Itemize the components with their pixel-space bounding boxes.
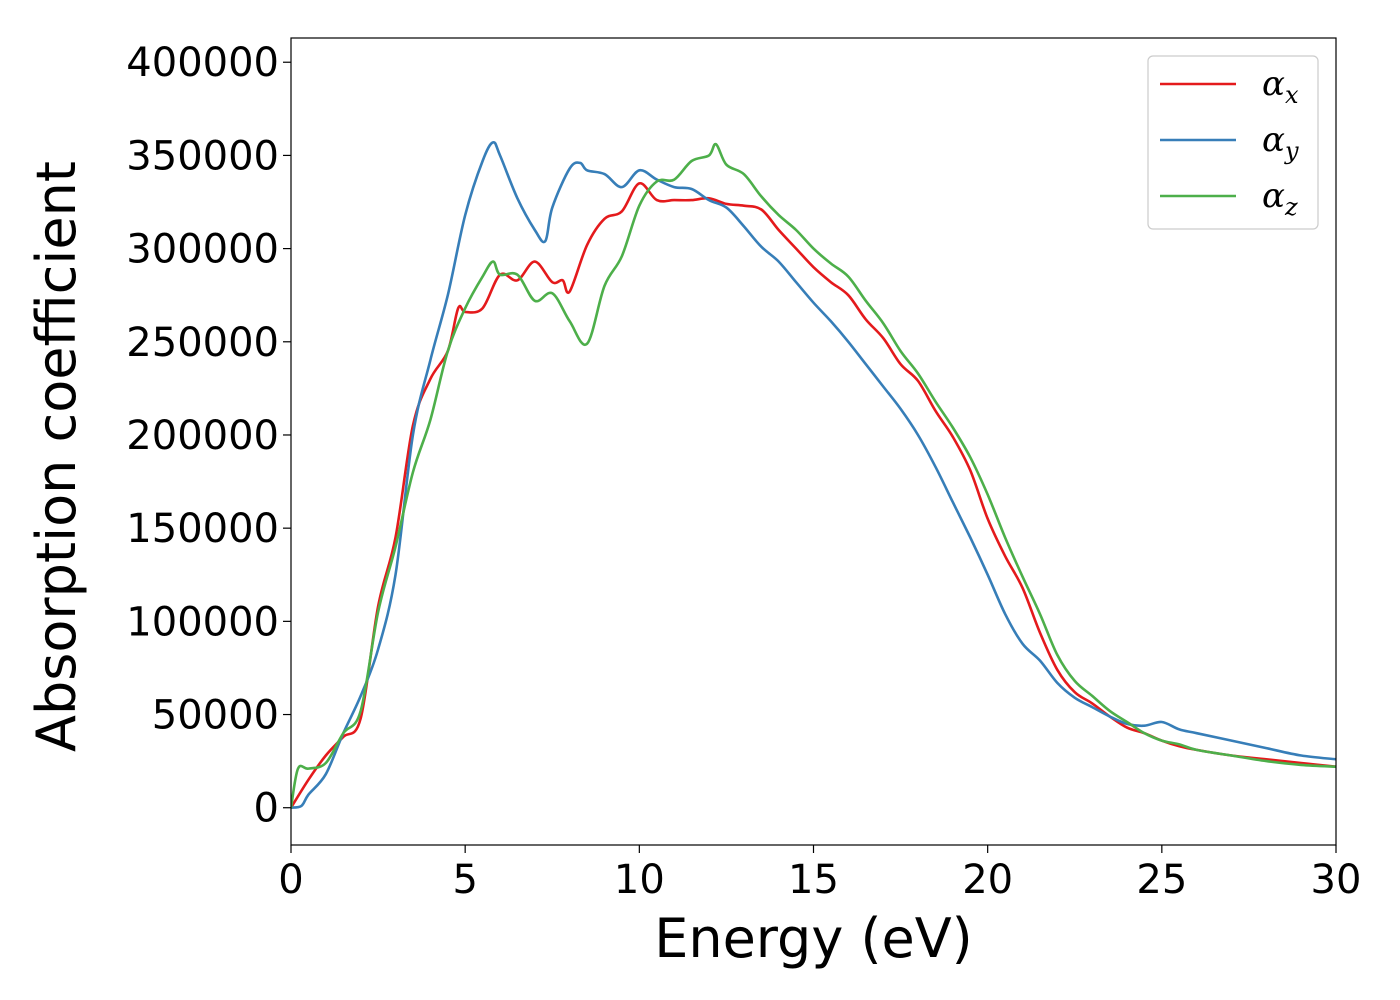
x-tick-label: 25 xyxy=(1136,857,1187,903)
x-tick-label: 10 xyxy=(614,857,665,903)
x-axis-title: Energy (eV) xyxy=(654,907,973,970)
y-tick-label: 50000 xyxy=(152,693,279,739)
legend-box xyxy=(1147,55,1319,230)
x-tick-label: 0 xyxy=(278,857,303,903)
y-tick-label: 250000 xyxy=(126,320,279,366)
series-line-z xyxy=(291,142,1336,809)
legend-label-symbol: α xyxy=(1262,64,1285,104)
x-tick-label: 30 xyxy=(1311,857,1362,903)
legend-label-symbol: α xyxy=(1262,120,1285,160)
legend-label-subscript: z xyxy=(1284,193,1298,221)
legend-label-x: αx xyxy=(1262,64,1299,109)
y-axis-title: Absorption coefficient xyxy=(25,161,88,752)
y-tick-label: 350000 xyxy=(126,133,279,179)
legend-label-subscript: x xyxy=(1285,81,1299,109)
y-axis-ticks: 0 50000 100000 150000 200000 250000 300000 3500… xyxy=(126,40,291,832)
x-axis-ticks: 0 5 10 15 20 25 30 xyxy=(278,845,1361,903)
x-tick-label: 20 xyxy=(962,857,1013,903)
legend-label-z: αz xyxy=(1262,176,1298,221)
y-tick-label: 400000 xyxy=(126,40,279,86)
y-tick-label: 150000 xyxy=(126,506,279,552)
legend-label-symbol: α xyxy=(1262,176,1285,216)
y-tick-label: 200000 xyxy=(126,413,279,459)
x-tick-label: 15 xyxy=(788,857,839,903)
legend-label-subscript: y xyxy=(1284,137,1299,165)
y-tick-label: 300000 xyxy=(126,227,279,273)
y-tick-label: 0 xyxy=(254,786,279,832)
y-tick-label: 100000 xyxy=(126,599,279,645)
series-line-y xyxy=(291,140,1336,809)
plot-series-group xyxy=(291,140,1336,809)
legend-label-y: αy xyxy=(1262,120,1299,165)
x-tick-label: 5 xyxy=(452,857,477,903)
